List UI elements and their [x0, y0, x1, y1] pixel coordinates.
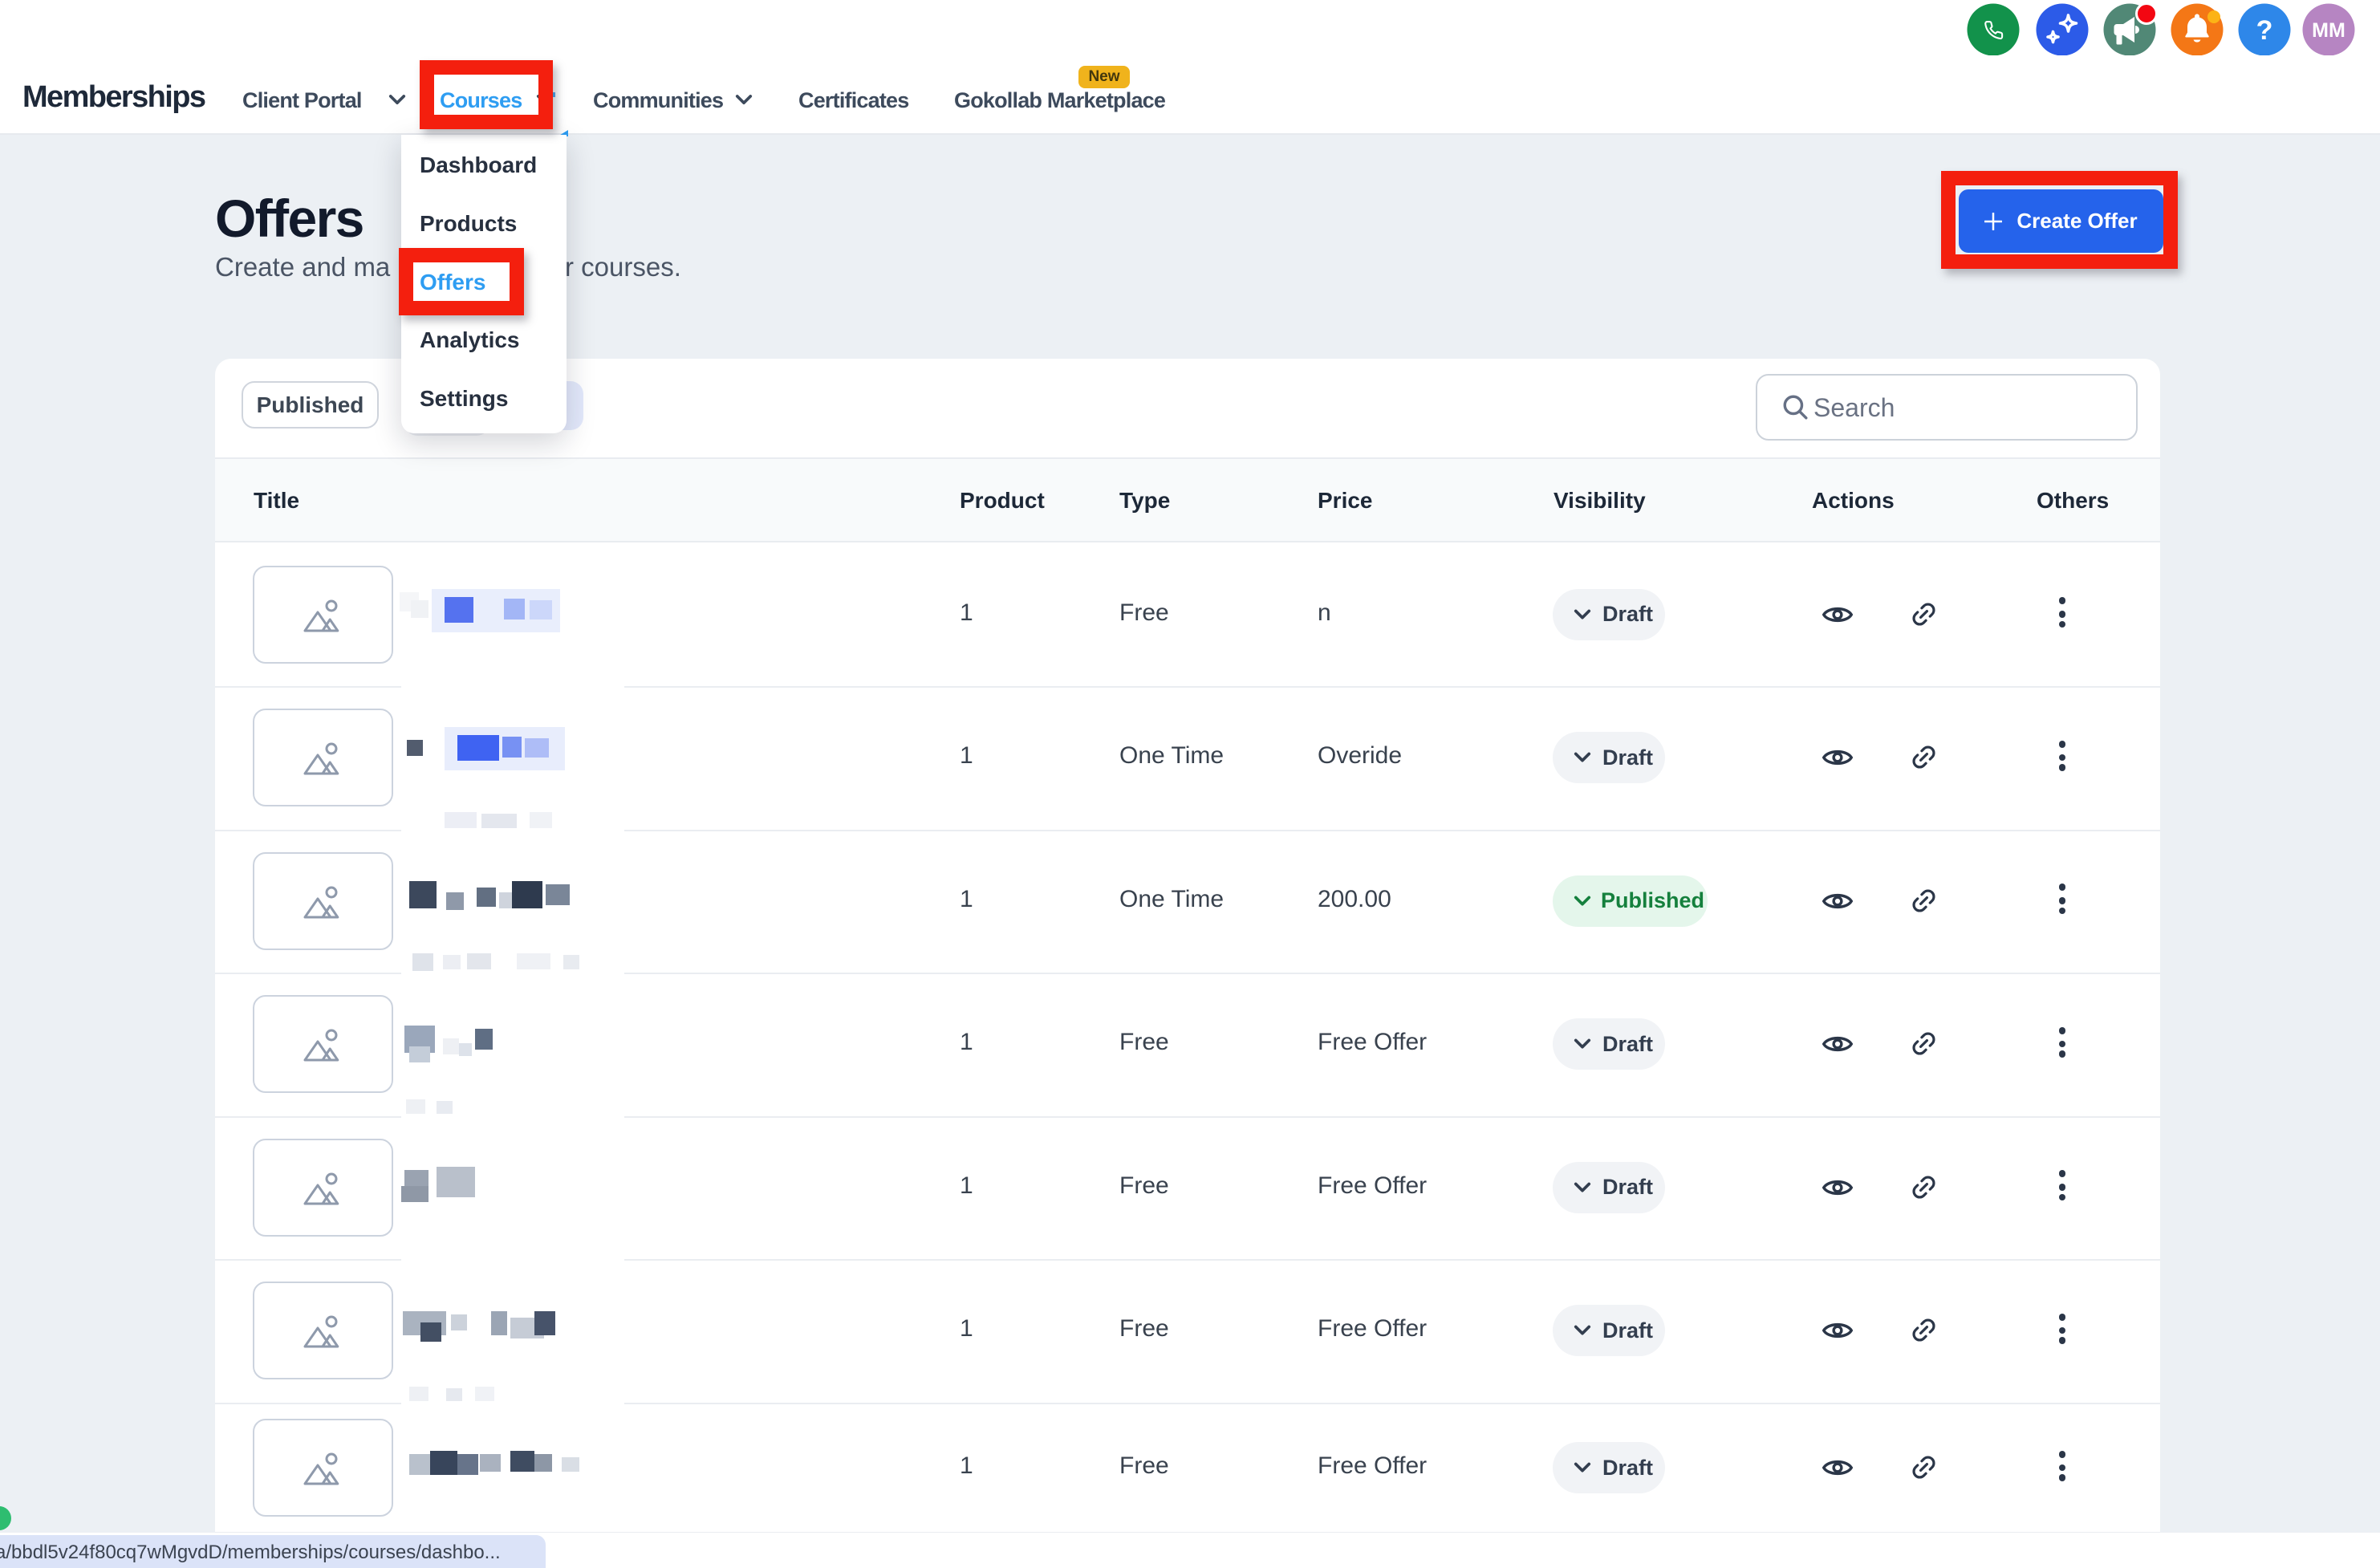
svg-text:MM: MM — [2312, 19, 2345, 42]
svg-text:?: ? — [2256, 15, 2273, 46]
